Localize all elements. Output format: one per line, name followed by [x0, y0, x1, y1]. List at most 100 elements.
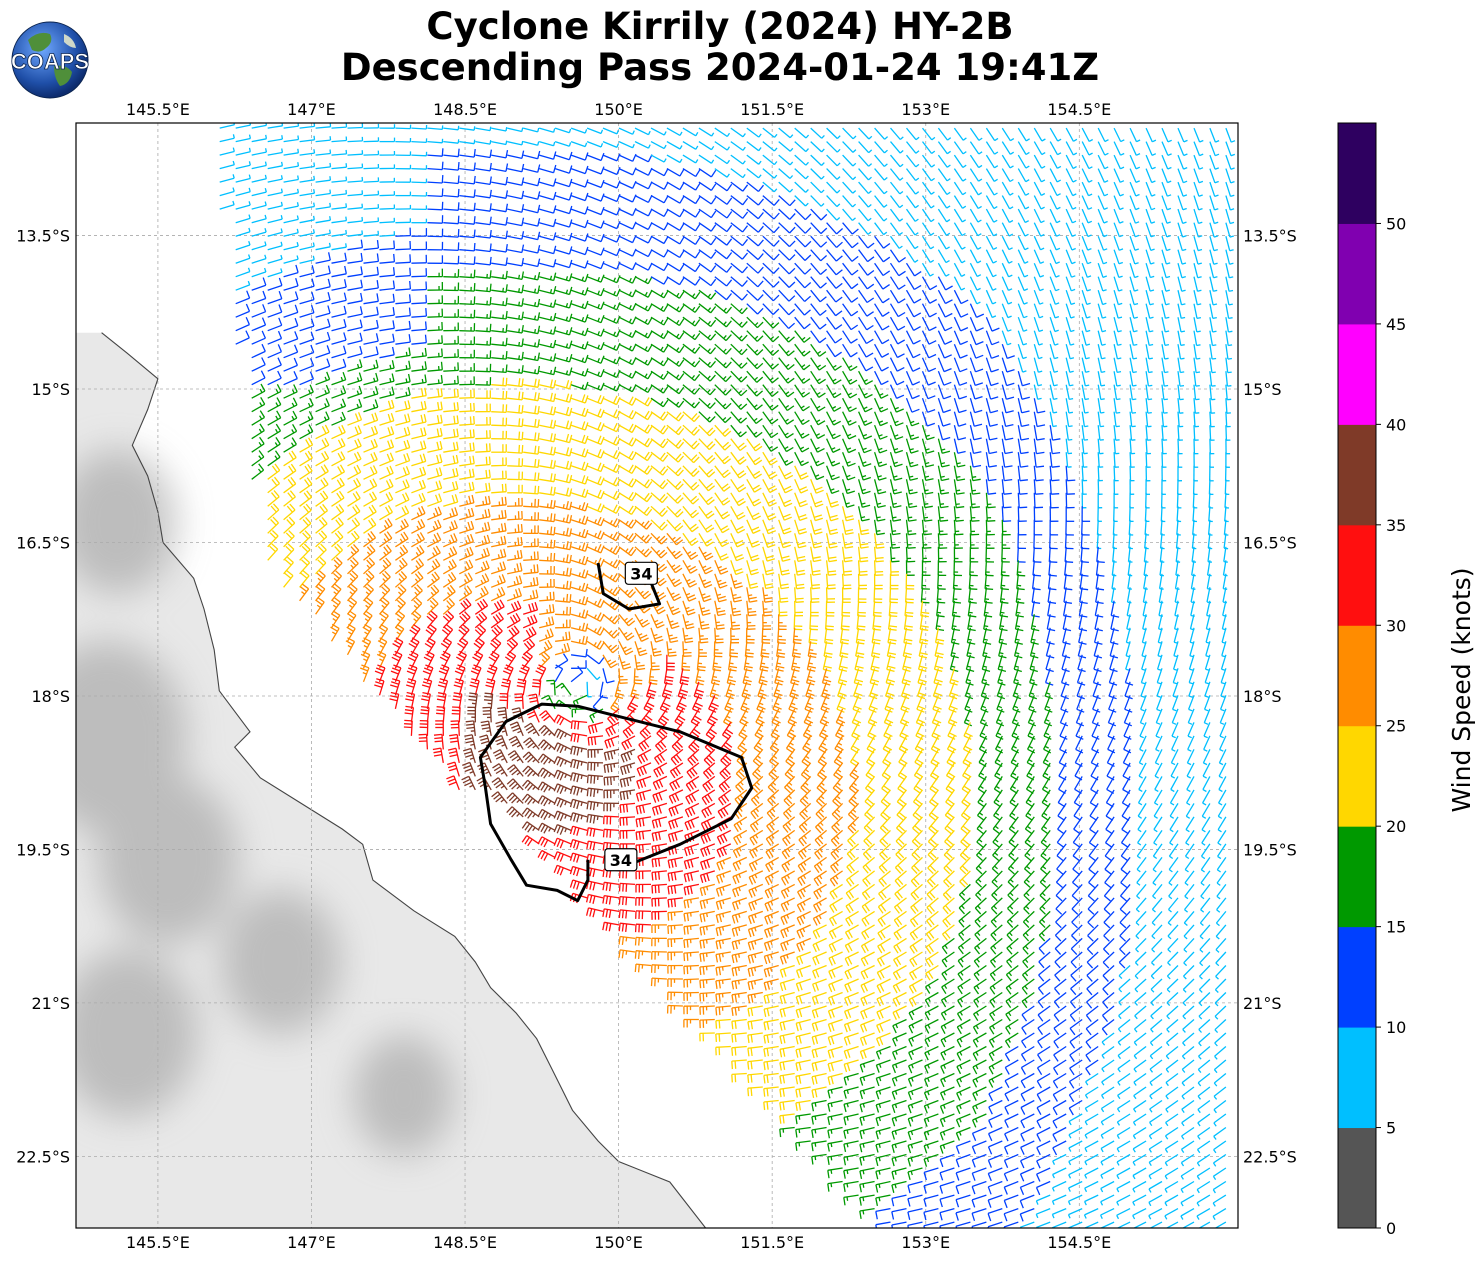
lat-tick-left-2: 16.5°S: [16, 533, 70, 552]
wind-barb: [363, 177, 380, 183]
wind-barb: [491, 244, 508, 253]
wind-barb: [1033, 181, 1046, 196]
wind-barb: [762, 181, 778, 193]
wind-barb: [235, 147, 251, 156]
wind-barb: [1161, 236, 1171, 252]
wind-barb: [363, 137, 380, 143]
wind-barb: [842, 222, 859, 235]
wind-barb: [1049, 127, 1062, 142]
wind-barb: [762, 303, 780, 315]
wind-barb: [714, 276, 733, 287]
wind-barb: [379, 164, 396, 170]
wind-barb: [889, 181, 904, 195]
colorbar-bin-9: [1338, 223, 1376, 325]
colorbar-tick-label-5: 25: [1386, 717, 1406, 736]
wind-barb: [299, 305, 315, 318]
wind-barb: [810, 154, 825, 166]
globe-logo-icon: COAPS: [10, 21, 90, 99]
wind-barb: [315, 229, 331, 237]
wind-barb: [778, 208, 796, 220]
wind-barb: [315, 305, 331, 318]
wind-barb: [299, 202, 316, 210]
wind-barb: [953, 276, 966, 291]
wind-barb: [905, 208, 919, 222]
wind-barb: [969, 249, 982, 264]
wind-barb: [889, 289, 906, 304]
wind-barb: [475, 243, 492, 253]
wind-barb: [1209, 290, 1218, 306]
wind-barb: [810, 141, 825, 153]
wind-barb: [427, 161, 444, 171]
wind-barb: [905, 141, 920, 154]
wind-barb: [267, 304, 283, 318]
wind-barb: [507, 127, 524, 133]
lon-tick-top-1: 147°E: [287, 100, 336, 119]
wind-barb: [618, 127, 635, 135]
wind-barb: [1177, 276, 1186, 292]
wind-barb: [331, 203, 348, 210]
wind-barb: [762, 195, 780, 206]
wind-barb: [985, 208, 998, 223]
wind-barb: [905, 276, 922, 291]
wind-barb: [347, 216, 364, 224]
wind-barb: [539, 272, 557, 282]
wind-barb: [475, 149, 493, 159]
wind-barb: [507, 271, 525, 281]
wind-barb: [347, 190, 364, 197]
wind-barb: [746, 181, 765, 193]
wind-barb: [889, 208, 904, 222]
wind-barb: [634, 141, 651, 149]
wind-barb: [1161, 222, 1171, 238]
wind-barb: [1145, 290, 1154, 306]
wind-barb: [427, 175, 444, 184]
wind-barb: [1113, 141, 1125, 156]
wind-barb: [315, 176, 332, 183]
wind-barb: [858, 181, 872, 194]
wind-barb: [267, 290, 283, 305]
wind-barb: [1065, 276, 1076, 292]
wind-barb: [890, 141, 904, 154]
contour-label-0: 34: [630, 564, 652, 583]
wind-barb: [1097, 168, 1109, 183]
wind-barb: [1177, 208, 1187, 225]
lon-tick-top-4: 151.5°E: [740, 100, 804, 119]
wind-barb: [698, 127, 715, 137]
wind-barb: [1049, 249, 1060, 265]
wind-barb: [778, 127, 794, 139]
wind-barb: [443, 242, 460, 252]
wind-barb: [331, 229, 348, 237]
wind-barb: [267, 148, 284, 156]
wind-barb: [299, 149, 316, 156]
lon-tick-bottom-3: 150°E: [594, 1233, 643, 1252]
wind-barb: [714, 127, 731, 138]
wind-barb: [921, 276, 938, 291]
wind-barb: [395, 164, 412, 170]
wind-barb: [794, 303, 811, 316]
wind-barb: [842, 141, 857, 153]
wind-barb: [1017, 181, 1030, 196]
wind-barb: [858, 262, 875, 276]
wind-barb: [985, 249, 998, 264]
wind-barb: [985, 154, 999, 169]
wind-barb: [411, 165, 428, 170]
wind-barb: [1177, 249, 1187, 265]
wind-barb: [890, 127, 904, 140]
wind-barb: [634, 262, 653, 271]
wind-barb: [682, 127, 699, 137]
wind-barb: [507, 244, 525, 254]
wind-barb: [985, 235, 998, 250]
wind-barb: [1065, 289, 1076, 306]
lon-tick-bottom-5: 153°E: [901, 1233, 950, 1252]
wind-barb: [586, 260, 605, 270]
wind-barb: [235, 303, 251, 318]
wind-barb: [714, 222, 733, 233]
wind-barb: [794, 168, 809, 180]
wind-barb: [1001, 276, 1013, 291]
wind-barb: [650, 276, 669, 285]
colorbar-bin-0: [1338, 1127, 1376, 1229]
map-area: 34 34: [76, 123, 1238, 1228]
wind-barb: [714, 168, 730, 178]
wind-barb: [523, 177, 541, 187]
wind-barb: [794, 181, 809, 193]
wind-barb: [953, 168, 967, 182]
